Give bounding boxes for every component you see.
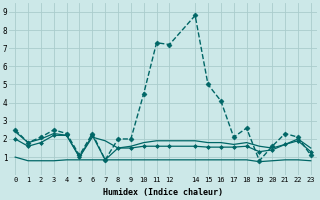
X-axis label: Humidex (Indice chaleur): Humidex (Indice chaleur) [103, 188, 223, 197]
